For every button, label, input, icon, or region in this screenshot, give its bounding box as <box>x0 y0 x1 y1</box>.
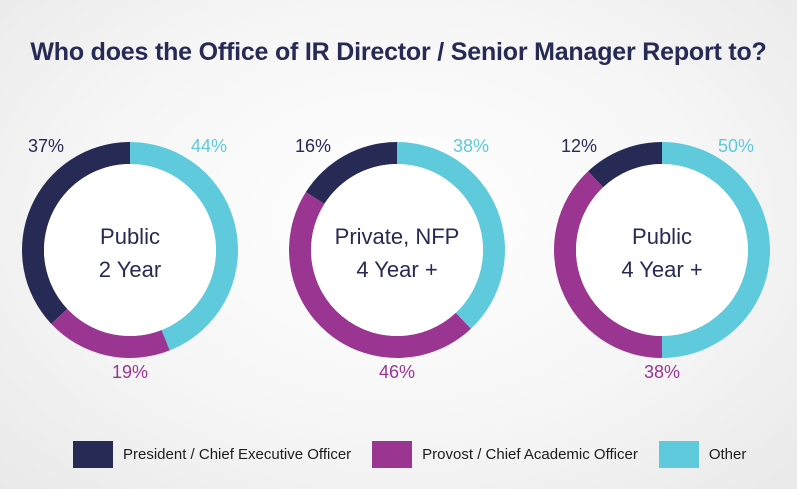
donut-center-label: 2 Year <box>99 257 161 282</box>
legend-label: President / Chief Executive Officer <box>123 445 352 463</box>
other-slice <box>130 142 238 351</box>
percent-label: 12% <box>561 136 597 156</box>
president-slice <box>21 142 130 324</box>
donut-chart-1: Public 2 Year 37% 19% 44% <box>21 136 238 382</box>
donut-center-label: 4 Year + <box>356 257 437 282</box>
provost-slice <box>288 192 471 359</box>
other-slice <box>397 142 505 329</box>
percent-label: 38% <box>644 362 680 382</box>
donut-chart-3: Public 4 Year + 12% 38% 50% <box>554 136 770 382</box>
percent-label: 46% <box>379 362 415 382</box>
legend-label: Other <box>708 445 747 463</box>
legend-item: Other <box>658 440 747 468</box>
donut-chart-2: Private, NFP 4 Year + 16% 46% 38% <box>288 136 505 382</box>
provost-slice <box>51 308 170 358</box>
legend-swatch <box>73 440 113 468</box>
president-slice <box>305 142 397 204</box>
percent-label: 37% <box>28 136 64 156</box>
donut-center-label: Public <box>100 224 160 249</box>
donut-center-label: Public <box>632 224 692 249</box>
legend-swatch <box>658 440 699 468</box>
donut-center-label: Private, NFP <box>335 224 460 249</box>
percent-label: 44% <box>191 136 227 156</box>
legend-swatch <box>372 440 413 468</box>
donut-center <box>576 164 748 336</box>
legend-item: President / Chief Executive Officer <box>73 440 352 468</box>
other-slice <box>662 142 770 358</box>
legend: President / Chief Executive Officer Provo… <box>73 440 767 468</box>
donut-center <box>311 164 483 336</box>
legend-label: Provost / Chief Academic Officer <box>422 445 638 463</box>
provost-slice <box>554 171 662 358</box>
chart-title: Who does the Office of IR Director / Sen… <box>30 38 767 66</box>
percent-label: 19% <box>112 362 148 382</box>
legend-item: Provost / Chief Academic Officer <box>372 440 638 468</box>
donut-center <box>44 164 216 336</box>
percent-label: 38% <box>453 136 489 156</box>
percent-label: 16% <box>295 136 331 156</box>
donut-center-label: 4 Year + <box>621 257 702 282</box>
percent-label: 50% <box>718 136 754 156</box>
president-slice <box>588 142 662 188</box>
